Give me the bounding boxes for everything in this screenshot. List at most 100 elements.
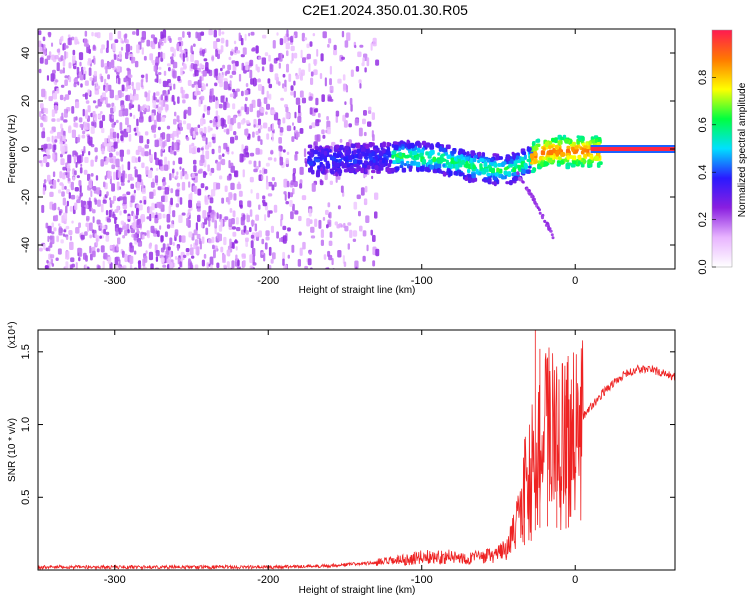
spectrogram-cell — [63, 108, 68, 118]
spectrogram-cell — [123, 77, 128, 83]
spectrogram-cell — [566, 145, 571, 150]
spectrogram-cell — [309, 152, 314, 158]
spectrogram-cell — [354, 44, 357, 49]
spectrogram-cell — [60, 144, 63, 152]
spectrogram-cell — [224, 185, 228, 193]
spectrogram-cell — [105, 47, 109, 54]
spectrogram-cell — [556, 163, 561, 167]
spectrogram-cell — [298, 67, 302, 77]
spectrogram-cell — [426, 168, 431, 173]
spectrogram-cell — [241, 253, 246, 258]
spectrogram-cell — [121, 84, 125, 92]
spectrogram-cell — [236, 88, 240, 92]
spectrogram-cell — [241, 144, 244, 153]
top-xtick-label: -100 — [411, 275, 433, 287]
spectrogram-cell — [41, 204, 45, 213]
spectrogram-cell — [119, 227, 123, 233]
spectrogram-cell — [223, 129, 227, 133]
spectrogram-cell — [203, 104, 207, 112]
spectrogram-cell — [325, 267, 330, 269]
spectrogram-cell — [542, 156, 547, 160]
spectrogram-cell — [221, 123, 224, 130]
spectrogram-cell — [211, 88, 214, 97]
spectrogram-cell — [128, 103, 132, 110]
spectrogram-cell — [490, 167, 496, 174]
spectrogram-cell — [268, 181, 273, 187]
spectrogram-cell — [267, 78, 271, 84]
spectrogram-cell — [170, 223, 175, 229]
colorbar: 0.0 0.2 0.4 0.6 0.8 Normalized spectral ampl… — [697, 29, 748, 275]
spectrogram-cell — [330, 170, 335, 175]
spectrogram-cell — [344, 101, 347, 106]
spectrogram-cell — [300, 49, 303, 59]
spectrogram-cell — [168, 67, 171, 72]
spectrogram-cell — [323, 254, 327, 260]
spectrogram-cell — [214, 82, 218, 87]
spectrogram-cell — [257, 98, 261, 107]
spectrogram-cell — [235, 217, 239, 225]
spectrogram-cell — [188, 181, 191, 188]
spectrogram-cell — [416, 161, 421, 168]
spectrogram-cell — [179, 261, 182, 268]
spectrogram-cell — [134, 239, 138, 245]
spectrogram-cell — [127, 229, 130, 234]
spectrogram-cell — [310, 71, 314, 77]
spectrogram-cell — [292, 122, 295, 126]
spectrogram-cell — [161, 132, 166, 140]
spectrogram-cell — [442, 163, 446, 168]
spectrogram-cell — [59, 94, 64, 101]
spectrogram-cell — [438, 163, 442, 170]
spectrogram-cell — [153, 65, 157, 72]
spectrogram-cell — [154, 175, 159, 184]
spectrogram-cell — [187, 106, 192, 116]
spectrogram-cell — [337, 169, 343, 174]
spectrogram-cell — [335, 171, 339, 177]
spectrogram-cell — [200, 70, 204, 74]
spectrogram-cell — [222, 153, 225, 157]
spectrogram-cell — [157, 213, 162, 220]
spectrogram-cell — [540, 150, 546, 156]
spectrogram-cell — [372, 158, 376, 163]
spectrogram-cell — [223, 236, 227, 246]
spectrogram-cell — [136, 44, 140, 54]
spectrogram-cell — [50, 235, 55, 245]
spectrogram-cell — [45, 162, 50, 168]
spectrogram-cell — [134, 169, 138, 178]
spectrogram-cell — [356, 194, 361, 200]
spectrogram-cell — [59, 36, 63, 44]
spectrogram-cell — [387, 150, 391, 156]
spectrogram-cell — [207, 106, 211, 111]
spectrogram-cell — [81, 206, 86, 216]
spectrogram-cell — [173, 83, 176, 90]
spectrogram-cell — [270, 258, 274, 264]
spectrogram-cell — [282, 73, 286, 78]
spectrogram-cell — [96, 187, 101, 195]
spectrogram-cell — [227, 267, 232, 269]
spectrogram-cell — [43, 155, 48, 164]
spectrogram-cell — [70, 257, 75, 263]
spectrogram-cell — [230, 50, 234, 56]
spectrogram-cell — [272, 40, 276, 49]
spectrogram-cell — [162, 264, 167, 268]
spectrogram-cell — [146, 216, 151, 220]
spectrogram-cell — [286, 29, 289, 38]
spectrogram-cell — [458, 160, 462, 165]
spectrogram-cell — [393, 144, 399, 151]
spectrogram-cell — [182, 53, 185, 62]
spectrogram-cell — [358, 79, 362, 84]
spectrogram-cell — [428, 159, 432, 163]
spectrogram-cell — [245, 237, 249, 242]
spectrogram-cell — [175, 175, 179, 179]
spectrogram-cell — [158, 201, 163, 209]
spectrogram-cell — [79, 123, 84, 128]
spectrogram-cell — [203, 84, 206, 91]
spectrogram-cell — [371, 169, 376, 174]
spectrogram-cell — [95, 155, 98, 160]
spectrogram-cell — [204, 195, 207, 203]
spectrogram-cell — [294, 151, 299, 155]
spectrogram-cell — [121, 40, 125, 44]
spectrogram-cell — [136, 219, 141, 229]
spectrogram-cell — [85, 222, 90, 228]
spectrogram-cell — [366, 244, 369, 252]
